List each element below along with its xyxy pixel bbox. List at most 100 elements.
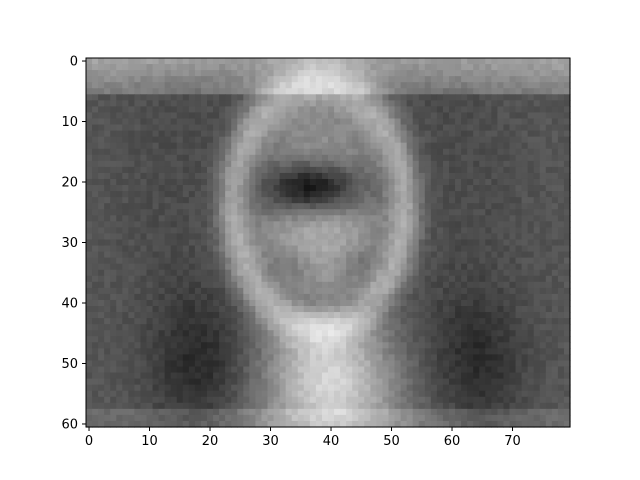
heatmap-cell xyxy=(455,378,462,386)
heatmap-cell xyxy=(388,408,396,416)
heatmap-cell xyxy=(225,336,232,343)
heatmap-cell xyxy=(267,160,275,168)
heatmap-cell xyxy=(497,88,505,95)
heatmap-cell xyxy=(521,185,529,192)
heatmap-cell xyxy=(128,257,135,265)
heatmap-cell xyxy=(321,378,329,386)
heatmap-cell xyxy=(261,112,269,120)
heatmap-cell xyxy=(394,318,402,325)
heatmap-cell xyxy=(134,342,142,349)
heatmap-cell xyxy=(303,330,311,337)
heatmap-cell xyxy=(515,76,523,83)
heatmap-cell xyxy=(533,233,541,241)
heatmap-cell xyxy=(128,306,135,313)
heatmap-cell xyxy=(267,312,275,319)
heatmap-cell xyxy=(485,263,492,271)
heatmap-cell xyxy=(297,142,305,150)
heatmap-cell xyxy=(98,390,105,398)
heatmap-cell xyxy=(128,312,135,319)
heatmap-cell xyxy=(370,390,377,398)
heatmap-cell xyxy=(412,233,420,241)
heatmap-cell xyxy=(261,136,269,144)
heatmap-cell xyxy=(86,239,93,247)
heatmap-cell xyxy=(237,82,244,89)
heatmap-cell xyxy=(473,372,480,380)
heatmap-cell xyxy=(436,306,444,313)
heatmap-cell xyxy=(134,378,142,386)
heatmap-cell xyxy=(424,154,432,162)
heatmap-cell xyxy=(424,112,432,120)
heatmap-cell xyxy=(473,414,480,422)
heatmap-cell xyxy=(291,166,299,174)
heatmap-cell xyxy=(321,324,329,331)
heatmap-cell xyxy=(467,166,474,174)
heatmap-cell xyxy=(213,76,220,83)
heatmap-cell xyxy=(219,82,226,89)
heatmap-cell xyxy=(491,420,498,428)
heatmap-cell xyxy=(315,154,323,162)
heatmap-cell xyxy=(152,336,160,343)
heatmap-cell xyxy=(110,306,117,313)
heatmap-cell xyxy=(406,148,414,156)
heatmap-cell xyxy=(382,94,390,101)
heatmap-cell xyxy=(539,324,547,331)
heatmap-cell xyxy=(545,384,553,392)
heatmap-cell xyxy=(255,76,263,83)
heatmap-cell xyxy=(170,299,178,307)
heatmap-cell xyxy=(430,197,438,204)
heatmap-cell xyxy=(503,203,511,210)
heatmap-cell xyxy=(346,251,353,259)
heatmap-cell xyxy=(237,209,244,216)
heatmap-cell xyxy=(285,245,293,253)
heatmap-cell xyxy=(164,88,172,95)
heatmap-cell xyxy=(225,390,232,398)
heatmap-cell xyxy=(352,112,359,120)
heatmap-cell xyxy=(424,390,432,398)
heatmap-cell xyxy=(340,402,347,410)
heatmap-cell xyxy=(200,148,208,156)
heatmap-cell xyxy=(551,172,559,180)
heatmap-cell xyxy=(134,209,142,216)
heatmap-cell xyxy=(237,348,244,356)
heatmap-cell xyxy=(303,312,311,319)
heatmap-cell xyxy=(176,215,184,222)
heatmap-cell xyxy=(279,70,287,77)
heatmap-cell xyxy=(243,293,250,301)
heatmap-cell xyxy=(406,70,414,77)
heatmap-cell xyxy=(309,118,317,126)
heatmap-cell xyxy=(527,94,535,101)
heatmap-cell xyxy=(557,330,565,337)
heatmap-cell xyxy=(92,239,99,247)
heatmap-cell xyxy=(479,414,486,422)
heatmap-cell xyxy=(122,281,129,289)
heatmap-cell xyxy=(116,251,123,259)
heatmap-cell xyxy=(388,154,396,162)
heatmap-cell xyxy=(527,239,535,247)
heatmap-cell xyxy=(267,354,275,362)
heatmap-cell xyxy=(527,160,535,168)
heatmap-cell xyxy=(231,384,238,392)
heatmap-cell xyxy=(200,178,208,186)
heatmap-cell xyxy=(406,142,414,150)
heatmap-cell xyxy=(436,408,444,416)
heatmap-cell xyxy=(237,172,244,180)
heatmap-cell xyxy=(297,275,305,283)
heatmap-cell xyxy=(430,251,438,259)
heatmap-cell xyxy=(140,342,148,349)
heatmap-cell xyxy=(334,348,341,356)
heatmap-cell xyxy=(497,130,505,138)
heatmap-cell xyxy=(328,221,335,228)
heatmap-cell xyxy=(134,408,142,416)
heatmap-cell xyxy=(231,275,238,283)
heatmap-cell xyxy=(418,263,426,271)
heatmap-cell xyxy=(364,324,371,331)
heatmap-cell xyxy=(400,209,408,216)
heatmap-cell xyxy=(146,82,154,89)
heatmap-cell xyxy=(194,366,202,374)
heatmap-cell xyxy=(364,342,371,349)
heatmap-cell xyxy=(86,142,93,150)
heatmap-cell xyxy=(104,203,111,210)
heatmap-cell xyxy=(539,354,547,362)
heatmap-cell xyxy=(479,396,486,404)
heatmap-cell xyxy=(285,342,293,349)
